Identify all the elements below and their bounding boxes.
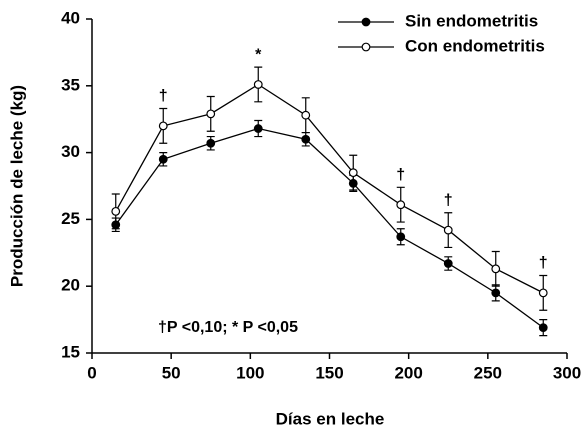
data-point <box>443 259 453 268</box>
data-point <box>443 225 453 235</box>
legend-label: Con endometritis <box>405 36 545 55</box>
note: †P <0,10; * P <0,05 <box>158 319 298 336</box>
y-axis-title: Producción de leche (kg) <box>7 85 26 287</box>
x-tick-label: 200 <box>394 363 422 382</box>
x-tick-label: 250 <box>474 363 502 382</box>
significance-mark: * <box>255 46 262 63</box>
legend-marker <box>361 17 371 27</box>
x-tick-label: 300 <box>553 363 581 382</box>
x-tick-label: 100 <box>236 363 264 382</box>
y-tick-label: 30 <box>61 142 80 161</box>
series-line <box>115 127 544 329</box>
y-tick-label: 40 <box>61 8 80 27</box>
series-line <box>115 83 544 294</box>
y-tick-label: 25 <box>61 209 80 228</box>
data-point <box>253 80 263 89</box>
legend-label: Sin endometritis <box>405 11 538 30</box>
y-tick-label: 20 <box>61 276 80 295</box>
data-point <box>301 134 311 144</box>
x-tick-label: 50 <box>162 363 181 382</box>
data-point <box>158 121 168 131</box>
data-point <box>396 232 406 242</box>
data-point <box>301 110 311 120</box>
data-point <box>348 168 358 178</box>
x-tick-label: 0 <box>87 363 96 382</box>
data-point <box>491 264 501 274</box>
significance-mark: † <box>396 167 405 184</box>
data-point <box>253 124 263 133</box>
x-tick-label: 150 <box>315 363 343 382</box>
y-tick-label: 35 <box>61 75 80 94</box>
data-point <box>206 138 216 148</box>
data-point <box>158 154 168 164</box>
legend-marker <box>361 42 371 52</box>
x-axis-title: Días en leche <box>276 409 385 428</box>
data-point <box>538 288 548 298</box>
y-tick-label: 15 <box>61 342 80 361</box>
data-point <box>111 206 121 216</box>
data-point <box>538 323 548 333</box>
data-point <box>396 200 406 210</box>
data-point <box>206 109 216 119</box>
significance-mark: † <box>159 88 168 105</box>
significance-mark: † <box>444 192 453 209</box>
significance-mark: † <box>539 255 548 272</box>
data-point <box>491 288 501 298</box>
